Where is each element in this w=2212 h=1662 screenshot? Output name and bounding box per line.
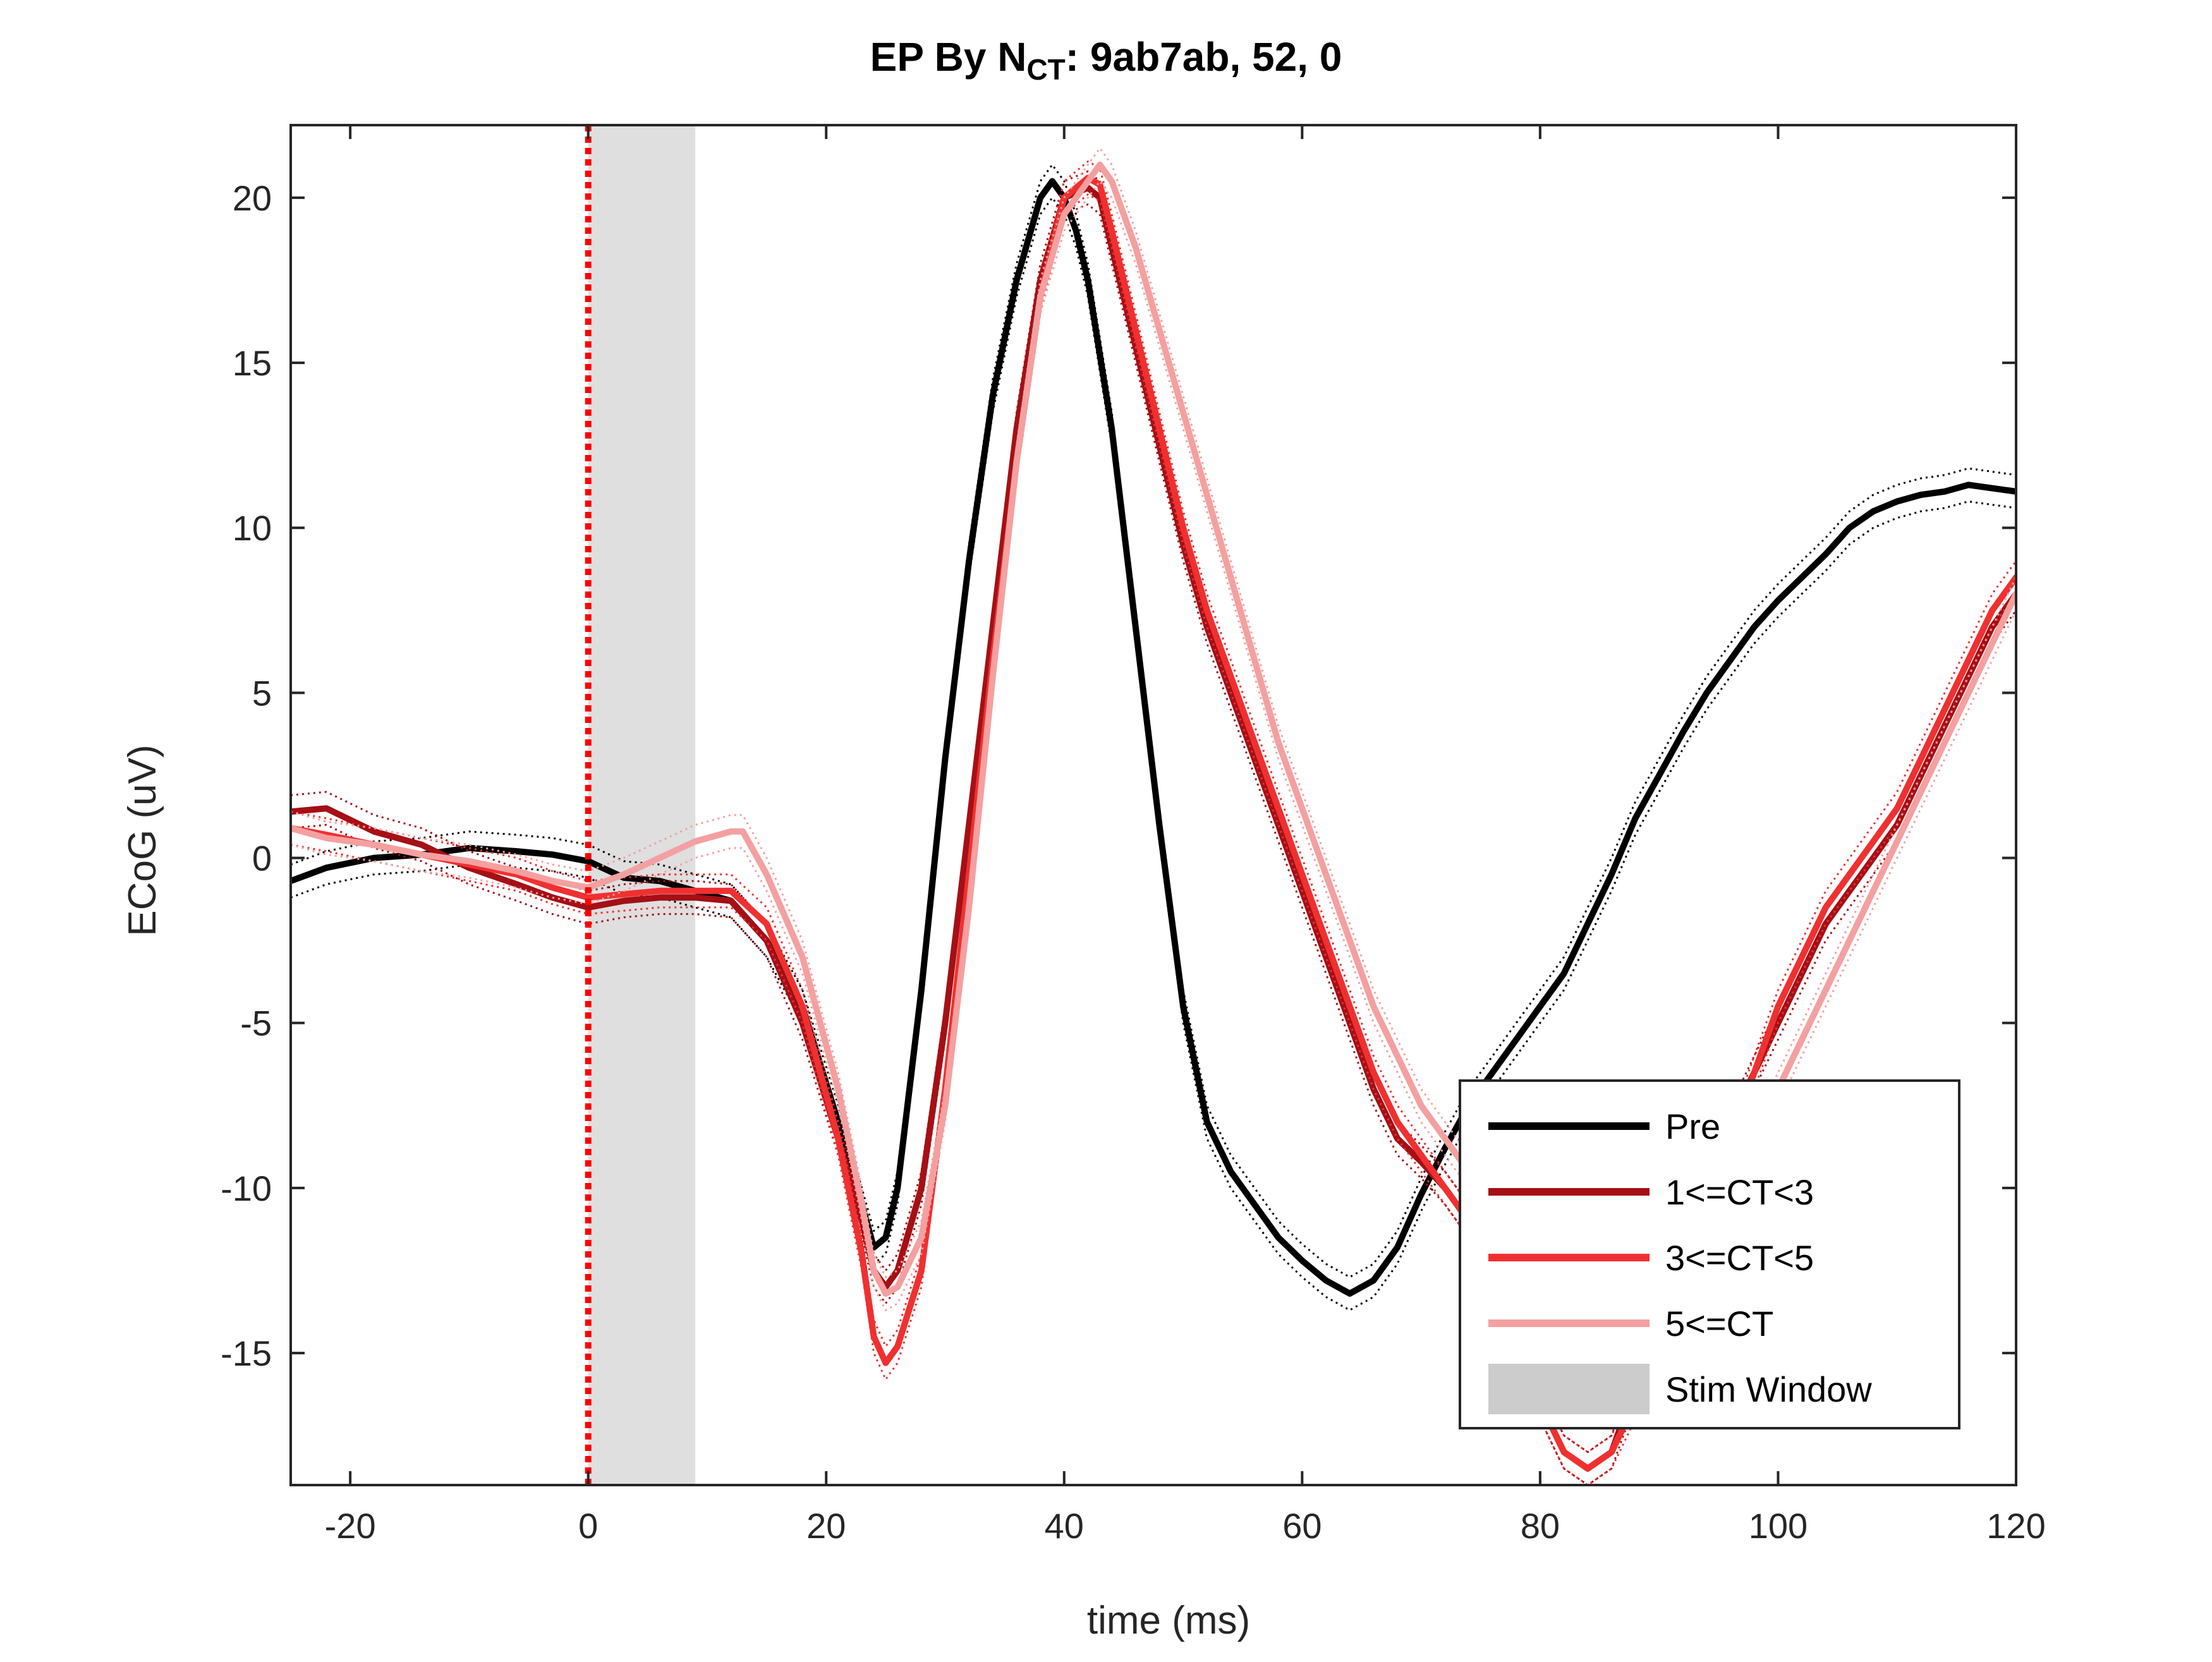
legend-swatch-stim-window [1488,1364,1650,1414]
legend-label-series-3: 3<=CT<5 [1665,1238,1814,1278]
series-3-band-upper [291,161,2016,1453]
series-3-band-lower [291,193,2016,1485]
x-tick-label: 0 [578,1506,598,1546]
series-3-line [291,174,2016,1472]
y-tick-label: 0 [252,839,272,878]
x-tick-label: 100 [1749,1506,1808,1546]
legend-label-series-1: Pre [1665,1107,1720,1146]
y-tick-label: 10 [233,508,272,548]
x-tick-label: 120 [1986,1506,2045,1546]
stim-window-region [588,125,696,1485]
y-tick-label: -10 [221,1168,272,1208]
chart-title-subscript: CT [1026,53,1065,86]
y-tick-label: -15 [221,1333,272,1373]
y-tick-label: -5 [240,1004,272,1043]
legend-label-series-4: 5<=CT [1665,1304,1773,1344]
x-tick-label: -20 [325,1506,376,1546]
chart-title-prefix: EP By N [870,34,1027,80]
series-2-band-lower [291,203,2016,1485]
y-axis-label: ECoG (uV) [121,744,164,936]
x-axis-label: time (ms) [1087,1599,1250,1642]
x-tick-label: 20 [806,1506,846,1546]
x-tick-label: 40 [1045,1506,1084,1546]
y-tick-label: 15 [233,343,272,383]
y-tick-label: 20 [233,178,272,218]
x-tick-label: 60 [1282,1506,1322,1546]
legend-label-series-2: 1<=CT<3 [1665,1172,1814,1212]
legend: Pre 1<=CT<3 3<=CT<5 5<=CT Stim Window [1459,1079,1960,1429]
chart-title: EP By NCT: 9ab7ab, 52, 0 [870,34,1342,86]
chart-title-suffix: : 9ab7ab, 52, 0 [1066,34,1342,80]
axes-box [289,124,2017,1486]
legend-label-stim-window: Stim Window [1665,1369,1872,1409]
y-tick-label: 5 [252,673,272,713]
x-tick-label: 80 [1521,1506,1560,1546]
